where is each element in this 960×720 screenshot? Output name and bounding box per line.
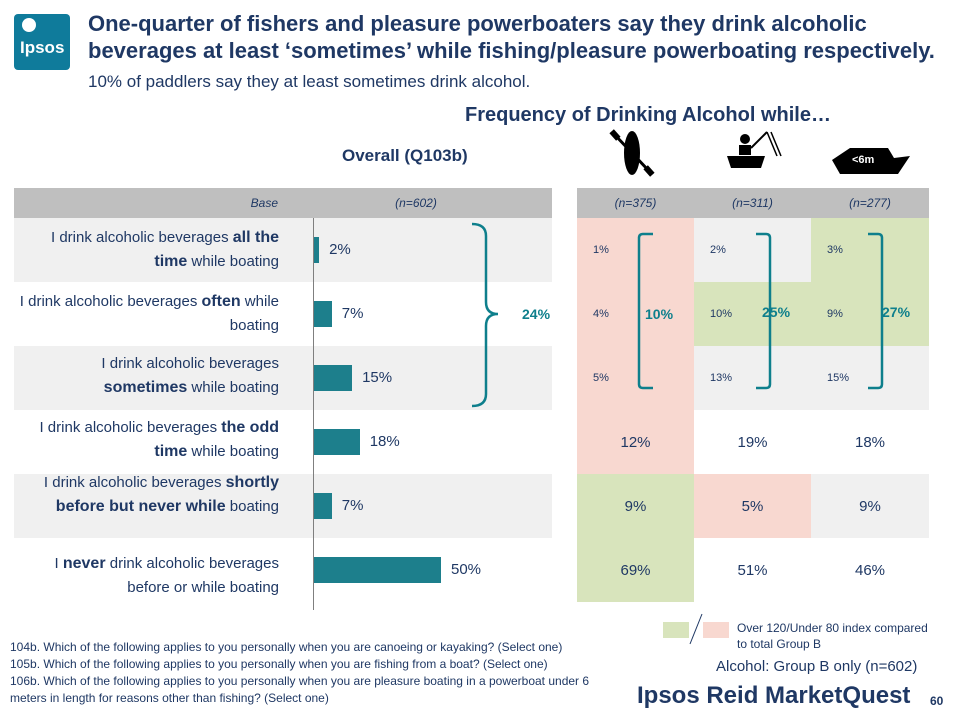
table-cell: 18% xyxy=(811,410,929,474)
table-cell: 9% xyxy=(811,282,929,346)
table-cell: 69% xyxy=(577,538,694,602)
logo-text: Ipsos xyxy=(20,38,65,57)
overall-base: (n=602) xyxy=(280,188,552,218)
table-cell: 5% xyxy=(577,346,694,410)
bar xyxy=(314,237,320,263)
kayak-paddle-icon xyxy=(608,128,656,178)
footnotes: 104b. Which of the following applies to … xyxy=(10,639,700,707)
row-band xyxy=(14,218,552,282)
table-cell: 2% xyxy=(694,218,811,282)
bar xyxy=(314,365,353,391)
bar-value-label: 7% xyxy=(341,497,364,514)
table-cell: 19% xyxy=(694,410,811,474)
legend-green-swatch xyxy=(663,622,689,638)
table-cell: 9% xyxy=(577,474,694,538)
powerboat-icon: <6m xyxy=(832,148,910,174)
table-cell: 4% xyxy=(577,282,694,346)
table-cell: 46% xyxy=(811,538,929,602)
paddlers-summary-label: 10% xyxy=(645,306,674,322)
legend-text: Over 120/Under 80 index compared to tota… xyxy=(737,621,928,651)
footnote: 104b. Which of the following applies to … xyxy=(10,640,563,654)
row-label: I drink alcoholic beverages shortly befo… xyxy=(43,474,279,515)
powerboaters-summary-label: 27% xyxy=(882,304,911,320)
bar xyxy=(314,301,332,327)
table-cell: 12% xyxy=(577,410,694,474)
chart-subtitle: Frequency of Drinking Alcohol while… xyxy=(465,104,831,126)
bar xyxy=(314,493,332,519)
row-label: I drink alcoholic beverages often while … xyxy=(19,293,279,334)
fishing-boat-icon xyxy=(727,131,782,168)
footnote: 105b. Which of the following applies to … xyxy=(10,657,548,671)
bar-value-label: 7% xyxy=(341,305,364,322)
table-cell: 51% xyxy=(694,538,811,602)
legend-pink-swatch xyxy=(703,622,729,638)
fishers-bracket xyxy=(756,232,772,390)
row-band xyxy=(14,346,552,410)
table-cell: 10% xyxy=(694,282,811,346)
bar xyxy=(314,557,441,583)
powerboaters-base: (n=277) xyxy=(811,188,929,218)
overall-bracket xyxy=(471,222,499,408)
headline-bold: One-quarter of fishers and pleasure powe… xyxy=(88,11,935,63)
chart-axis xyxy=(313,218,314,610)
page-number: 60 xyxy=(930,694,944,708)
brand-wordmark: Ipsos Reid MarketQuest xyxy=(637,682,911,709)
base-header: Base xyxy=(14,188,280,218)
fishers-summary-label: 25% xyxy=(762,304,791,320)
powerboaters-bracket xyxy=(868,232,884,390)
table-cell: 3% xyxy=(811,218,929,282)
bar-value-label: 50% xyxy=(451,561,482,578)
headline-normal: 10% of paddlers say they at least someti… xyxy=(88,72,531,91)
legend-slash xyxy=(689,613,703,645)
fishers-base: (n=311) xyxy=(694,188,811,218)
row-label: I drink alcoholic beverages the odd time… xyxy=(39,419,279,460)
footnote: 106b. Which of the following applies to … xyxy=(10,674,590,705)
group-b-note: Alcohol: Group B only (n=602) xyxy=(716,658,918,675)
table-cell: 5% xyxy=(694,474,811,538)
bar-value-label: 15% xyxy=(362,369,393,386)
ipsos-logo: Ipsos xyxy=(14,14,70,70)
bar-value-label: 18% xyxy=(369,433,400,450)
powerboat-icon-label: <6m xyxy=(852,154,875,166)
table-cell: 15% xyxy=(811,346,929,410)
table-cell: 9% xyxy=(811,474,929,538)
bar xyxy=(314,429,360,455)
overall-label: Overall (Q103b) xyxy=(342,146,468,165)
table-cell: 13% xyxy=(694,346,811,410)
paddlers-base: (n=375) xyxy=(577,188,694,218)
row-band xyxy=(14,474,552,538)
overall-summary-label: 24% xyxy=(522,306,551,322)
row-label: I never drink alcoholic beverages before… xyxy=(54,555,279,596)
table-cell: 1% xyxy=(577,218,694,282)
row-label: I drink alcoholic beverages sometimes wh… xyxy=(101,355,279,396)
bar-value-label: 2% xyxy=(329,241,351,258)
headline: One-quarter of fishers and pleasure powe… xyxy=(88,10,938,95)
paddlers-bracket xyxy=(637,232,653,390)
row-label: I drink alcoholic beverages all the time… xyxy=(51,229,279,270)
